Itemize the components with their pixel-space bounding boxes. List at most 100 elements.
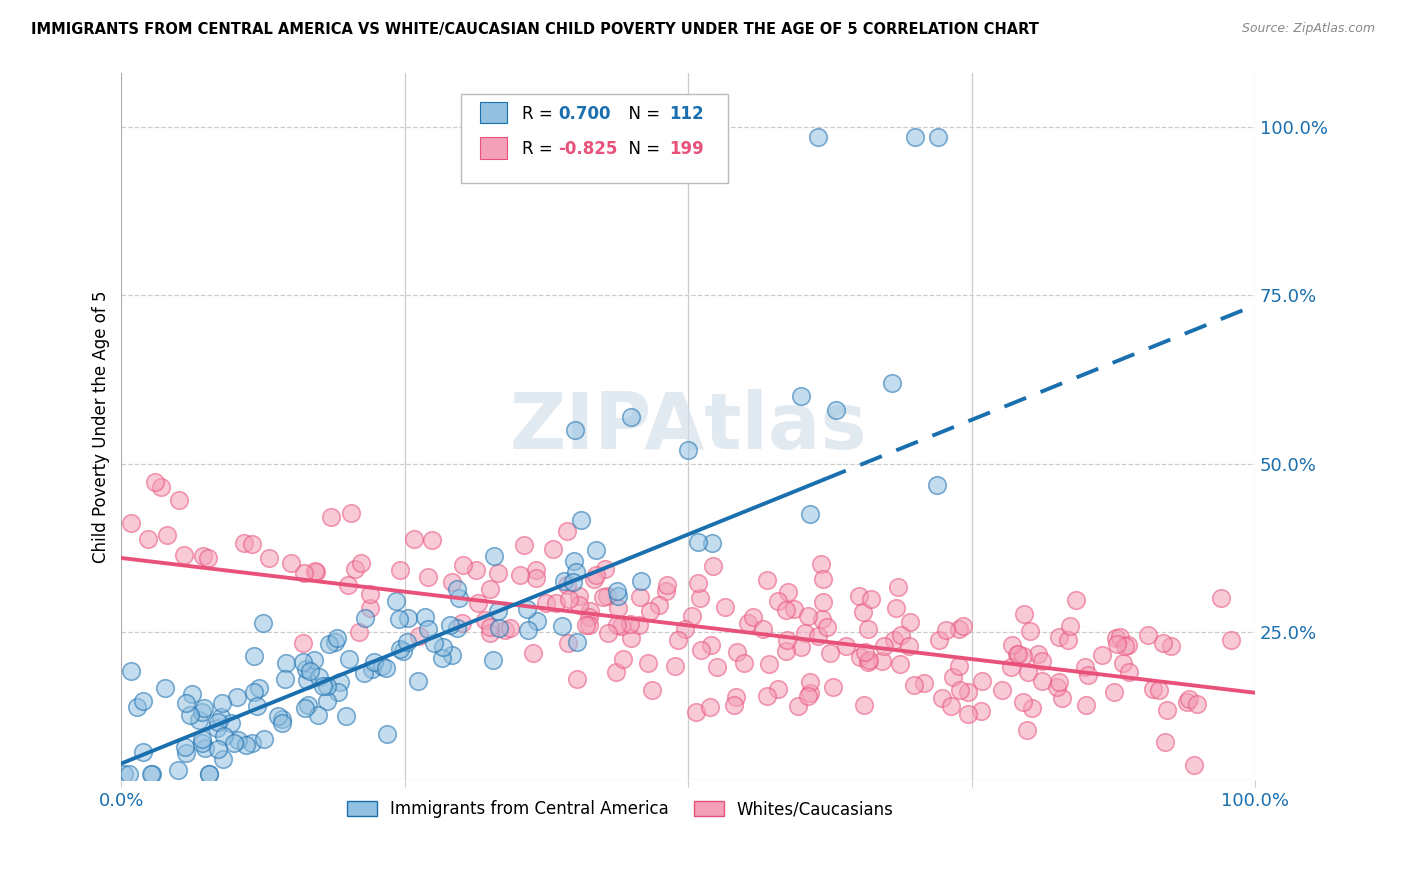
- Point: [294, 662, 316, 676]
- Point: [889, 657, 911, 671]
- Point: [308, 669, 330, 683]
- Point: [725, 644, 748, 658]
- Point: [578, 610, 600, 624]
- Point: [689, 591, 711, 606]
- Point: [558, 592, 581, 607]
- Point: [823, 680, 845, 694]
- Point: [246, 699, 269, 714]
- Point: [207, 742, 229, 756]
- Point: [267, 709, 290, 723]
- Point: [1152, 636, 1174, 650]
- Point: [1156, 703, 1178, 717]
- Point: [304, 653, 326, 667]
- Point: [1136, 628, 1159, 642]
- Point: [1057, 632, 1080, 647]
- Point: [723, 698, 745, 712]
- Point: [359, 601, 381, 615]
- Point: [132, 694, 155, 708]
- Point: [349, 625, 371, 640]
- Point: [526, 614, 548, 628]
- Point: [699, 699, 721, 714]
- Point: [585, 568, 607, 582]
- Point: [1109, 630, 1132, 644]
- Point: [579, 604, 602, 618]
- Point: [702, 535, 724, 549]
- Point: [297, 673, 319, 687]
- Point: [948, 658, 970, 673]
- Point: [486, 566, 509, 580]
- Point: [274, 656, 297, 670]
- Point: [191, 549, 214, 564]
- Point: [568, 598, 591, 612]
- Point: [173, 548, 195, 562]
- Point: [776, 633, 799, 648]
- Point: [297, 698, 319, 713]
- Point: [233, 536, 256, 550]
- Point: [725, 690, 748, 705]
- Point: [853, 698, 876, 713]
- Point: [737, 616, 759, 631]
- Point: [811, 595, 834, 609]
- Point: [752, 622, 775, 636]
- Point: [1012, 607, 1035, 621]
- Point: [319, 510, 342, 524]
- Point: [391, 643, 413, 657]
- Point: [655, 578, 678, 592]
- Point: [551, 619, 574, 633]
- Point: [775, 603, 797, 617]
- Point: [1012, 649, 1035, 664]
- Point: [957, 685, 980, 699]
- Point: [524, 572, 547, 586]
- Point: [638, 604, 661, 618]
- Point: [198, 766, 221, 780]
- Point: [207, 715, 229, 730]
- Point: [212, 730, 235, 744]
- Point: [432, 651, 454, 665]
- Point: [755, 690, 778, 704]
- Point: [553, 574, 575, 589]
- Text: IMMIGRANTS FROM CENTRAL AMERICA VS WHITE/CAUCASIAN CHILD POVERTY UNDER THE AGE O: IMMIGRANTS FROM CENTRAL AMERICA VS WHITE…: [31, 22, 1039, 37]
- Point: [592, 590, 614, 604]
- Point: [1026, 648, 1049, 662]
- Point: [1154, 735, 1177, 749]
- Point: [555, 578, 578, 592]
- Point: [562, 575, 585, 590]
- Point: [291, 636, 314, 650]
- Point: [536, 596, 558, 610]
- Point: [252, 616, 274, 631]
- Point: [1182, 758, 1205, 772]
- Point: [155, 528, 177, 542]
- Point: [486, 604, 509, 618]
- Point: [316, 679, 339, 693]
- Point: [949, 683, 972, 698]
- Point: [620, 631, 643, 645]
- Point: [849, 650, 872, 665]
- Point: [706, 660, 728, 674]
- Point: [270, 712, 292, 726]
- Point: [1064, 593, 1087, 607]
- Point: [942, 670, 965, 684]
- Point: [439, 618, 461, 632]
- Point: [606, 618, 628, 632]
- Point: [190, 732, 212, 747]
- Point: [941, 698, 963, 713]
- Point: [733, 657, 755, 671]
- Point: [1047, 630, 1070, 644]
- Point: [1118, 638, 1140, 652]
- Point: [1031, 654, 1053, 668]
- Point: [179, 708, 201, 723]
- Point: [873, 639, 896, 653]
- Point: [927, 130, 949, 145]
- Point: [811, 612, 834, 626]
- Point: [1209, 591, 1232, 606]
- Text: 199: 199: [669, 140, 703, 159]
- Point: [149, 480, 172, 494]
- Point: [174, 739, 197, 754]
- Point: [211, 752, 233, 766]
- Point: [524, 563, 547, 577]
- Point: [304, 564, 326, 578]
- Point: [243, 648, 266, 663]
- Point: [783, 602, 806, 616]
- Point: [375, 727, 398, 741]
- Point: [546, 596, 568, 610]
